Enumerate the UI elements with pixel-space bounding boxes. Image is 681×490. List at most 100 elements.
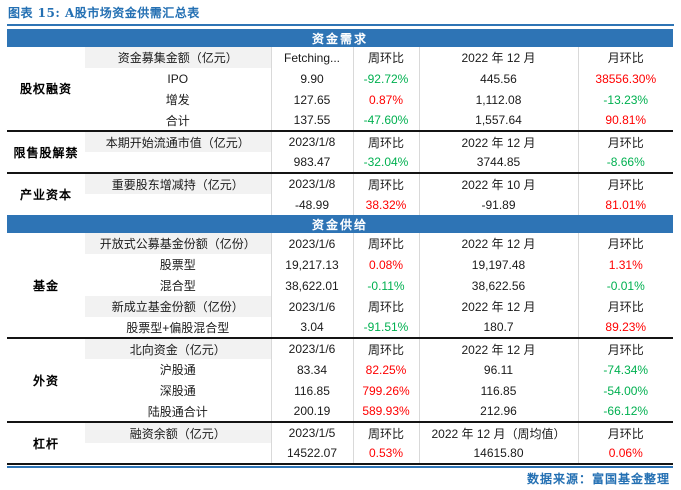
value-cell: 19,217.13: [270, 254, 353, 275]
table-row: -48.99 38.32% -91.89 81.01%: [7, 194, 674, 215]
month-cell: 445.56: [418, 68, 578, 89]
month-cell: -91.89: [418, 194, 578, 215]
value-cell: 983.47: [270, 152, 353, 173]
mom-cell: 38556.30%: [577, 68, 674, 89]
value-cell: 127.65: [270, 89, 353, 110]
wow-cell: 38.32%: [352, 194, 419, 215]
value-cell: 2023/1/6: [270, 296, 353, 317]
mom-cell: 81.01%: [577, 194, 674, 215]
value-cell: 38,622.01: [270, 275, 353, 296]
value-cell: 2023/1/6: [270, 337, 353, 359]
title-divider: [7, 24, 674, 26]
wow-cell: -47.60%: [352, 110, 419, 131]
wow-cell: 0.53%: [352, 443, 419, 464]
item-cell: 股票型+偏股混合型: [126, 320, 230, 335]
mom-cell: 0.06%: [577, 443, 674, 464]
wow-header-cell: 周环比: [352, 233, 419, 254]
item-cell: 混合型: [159, 279, 196, 293]
table-row: 股票型+偏股混合型 3.04 -91.51% 180.7 89.23%: [7, 317, 674, 338]
mom-header-cell: 月环比: [577, 296, 674, 317]
category-cell: 基金: [32, 278, 59, 293]
item-cell: 深股通: [159, 384, 196, 398]
mom-header-cell: 月环比: [577, 421, 674, 443]
month-header-cell: 2022 年 12 月: [418, 47, 578, 68]
wow-cell: -91.51%: [352, 317, 419, 338]
mom-cell: -13.23%: [577, 89, 674, 110]
section-bar-label: 资金需求: [7, 29, 674, 47]
item-cell: 本期开始流通市值（亿元）: [85, 130, 271, 152]
wow-cell: -92.72%: [352, 68, 419, 89]
value-cell: Fetching...: [270, 47, 353, 68]
mom-cell: -8.66%: [577, 152, 674, 173]
mom-header-cell: 月环比: [577, 130, 674, 152]
table-row: IPO 9.90 -92.72% 445.56 38556.30%: [7, 68, 674, 89]
month-cell: 96.11: [418, 359, 578, 380]
item-cell: 增发: [165, 93, 190, 107]
table-row: 增发 127.65 0.87% 1,112.08 -13.23%: [7, 89, 674, 110]
item-cell: 融资余额（亿元）: [85, 421, 271, 443]
item-cell: 新成立基金份额（亿份）: [85, 296, 271, 317]
section-bar-demand: 资金需求: [7, 29, 674, 47]
figure-title: 图表 15: A股市场资金供需汇总表: [8, 6, 200, 20]
mom-cell: -74.34%: [577, 359, 674, 380]
item-cell: 开放式公募基金份额（亿份）: [85, 233, 271, 254]
mom-header-cell: 月环比: [577, 47, 674, 68]
month-cell: 116.85: [418, 380, 578, 401]
table-row: 产业资本 重要股东增减持（亿元） 2023/1/8 周环比 2022 年 10 …: [7, 172, 674, 215]
mom-header-cell: 月环比: [577, 337, 674, 359]
value-cell: 2023/1/8: [270, 172, 353, 194]
wow-cell: -32.04%: [352, 152, 419, 173]
wow-header-cell: 周环比: [352, 130, 419, 152]
category-cell: 限售股解禁: [7, 130, 85, 173]
wow-cell: 0.08%: [352, 254, 419, 275]
table-row: 983.47 -32.04% 3744.85 -8.66%: [7, 152, 674, 173]
table-bottom-divider: [7, 466, 673, 468]
wow-cell: 589.93%: [352, 401, 419, 422]
table-row: 股票型 19,217.13 0.08% 19,197.48 1.31%: [7, 254, 674, 275]
value-cell: 137.55: [270, 110, 353, 131]
category-cell: 产业资本: [7, 172, 85, 215]
month-header-cell: 2022 年 12 月（周均值）: [418, 421, 578, 443]
mom-header-cell: 月环比: [577, 233, 674, 254]
source-note: 数据来源：富国基金整理: [526, 472, 670, 486]
mom-header-cell: 月环比: [577, 172, 674, 194]
value-cell: 83.34: [270, 359, 353, 380]
table-row: 沪股通 83.34 82.25% 96.11 -74.34%: [7, 359, 674, 380]
month-header-cell: 2022 年 12 月: [418, 337, 578, 359]
month-cell: 180.7: [418, 317, 578, 338]
month-cell: 1,557.64: [418, 110, 578, 131]
category-cell: 外资: [7, 337, 85, 422]
section-bar-supply: 资金供给: [7, 215, 674, 233]
item-cell: 沪股通: [159, 363, 196, 377]
value-cell: 9.90: [270, 68, 353, 89]
section-bar-label: 资金供给: [7, 215, 674, 233]
month-cell: 1,112.08: [418, 89, 578, 110]
value-cell: -48.99: [270, 194, 353, 215]
item-cell: [85, 443, 271, 464]
value-cell: 14522.07: [270, 443, 353, 464]
value-cell: 200.19: [270, 401, 353, 422]
table-row: 外资 北向资金（亿元） 2023/1/6 周环比 2022 年 12 月 月环比: [7, 337, 674, 422]
table-row: 限售股解禁 本期开始流通市值（亿元） 2023/1/8 周环比 2022 年 1…: [7, 130, 674, 173]
item-cell: 陆股通合计: [147, 404, 208, 419]
item-cell: 重要股东增减持（亿元）: [85, 172, 271, 194]
month-cell: 19,197.48: [418, 254, 578, 275]
month-cell: 3744.85: [418, 152, 578, 173]
wow-header-cell: 周环比: [352, 296, 419, 317]
item-cell: [85, 152, 271, 173]
table-row: 杠杆 融资余额（亿元） 2023/1/5 周环比 2022 年 12 月（周均值…: [7, 421, 674, 464]
month-header-cell: 2022 年 10 月: [418, 172, 578, 194]
value-cell: 2023/1/5: [270, 421, 353, 443]
mom-cell: 1.31%: [577, 254, 674, 275]
wow-cell: 799.26%: [352, 380, 419, 401]
table-row: 股权融资 资金募集金额（亿元） Fetching... 周环比 2022 年 1…: [7, 47, 674, 96]
wow-cell: 82.25%: [352, 359, 419, 380]
mom-cell: 90.81%: [577, 110, 674, 131]
wow-header-cell: 周环比: [352, 421, 419, 443]
table-row: 混合型 38,622.01 -0.11% 38,622.56 -0.01%: [7, 275, 674, 296]
item-cell: 北向资金（亿元）: [85, 337, 271, 359]
month-header-cell: 2022 年 12 月: [418, 296, 578, 317]
mom-cell: -66.12%: [577, 401, 674, 422]
table-row: 深股通 116.85 799.26% 116.85 -54.00%: [7, 380, 674, 401]
